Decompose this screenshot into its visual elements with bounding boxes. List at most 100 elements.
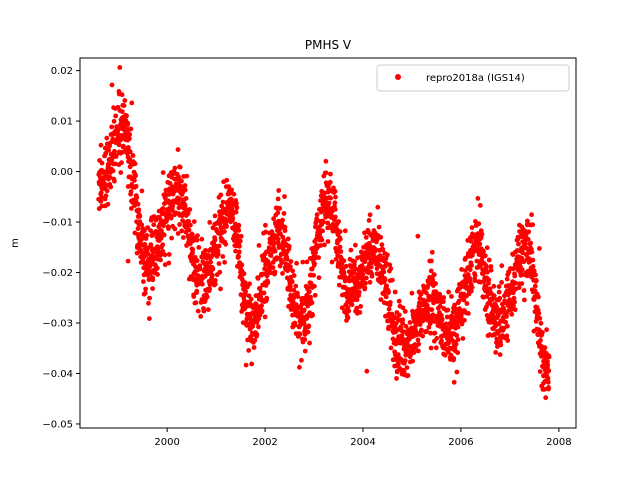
- data-point: [150, 286, 156, 291]
- data-point: [220, 254, 226, 259]
- data-point: [181, 235, 186, 240]
- data-point: [432, 330, 438, 336]
- data-point: [249, 361, 255, 367]
- data-point: [529, 249, 535, 255]
- y-tick-label: 0.01: [51, 117, 73, 128]
- data-point: [499, 263, 505, 269]
- data-point: [166, 226, 171, 231]
- data-point: [259, 308, 265, 314]
- data-point: [112, 161, 118, 167]
- data-point: [459, 267, 464, 272]
- data-point: [522, 297, 527, 303]
- y-tick-label: −0.02: [42, 268, 73, 279]
- data-point: [467, 267, 473, 273]
- y-tick-label: −0.05: [42, 419, 73, 430]
- x-axis: 2000 2002 2004 2006 2008: [154, 428, 572, 448]
- data-point: [322, 190, 327, 196]
- data-point: [520, 250, 525, 256]
- data-point: [477, 203, 483, 208]
- data-point: [468, 238, 474, 244]
- data-point: [103, 193, 109, 199]
- data-point: [423, 290, 429, 296]
- data-point: [365, 265, 371, 270]
- data-point: [147, 316, 152, 321]
- data-point: [505, 338, 511, 343]
- data-point: [424, 302, 430, 308]
- data-point: [536, 310, 542, 316]
- data-point: [467, 276, 473, 281]
- data-point: [222, 259, 228, 265]
- data-point: [472, 272, 478, 278]
- data-point: [452, 302, 457, 308]
- data-point: [271, 216, 276, 222]
- data-point: [312, 261, 317, 266]
- data-point: [175, 147, 181, 153]
- data-point: [115, 127, 121, 133]
- data-point: [302, 337, 308, 342]
- data-point: [230, 215, 236, 221]
- data-point: [282, 194, 287, 199]
- data-point: [142, 290, 148, 296]
- data-point: [100, 170, 106, 176]
- data-point: [209, 273, 215, 278]
- data-point: [234, 201, 239, 206]
- data-points: [96, 65, 552, 401]
- data-point: [546, 354, 552, 360]
- data-point: [216, 261, 222, 266]
- data-point: [349, 302, 355, 308]
- data-point: [430, 277, 436, 283]
- data-point: [218, 192, 224, 198]
- data-point: [105, 201, 111, 207]
- data-point: [158, 257, 163, 263]
- data-point: [168, 215, 174, 221]
- data-point: [466, 311, 471, 316]
- data-point: [237, 243, 242, 249]
- data-point: [280, 234, 286, 240]
- data-point: [546, 386, 551, 392]
- y-tick-label: 0.00: [51, 167, 73, 178]
- data-point: [282, 224, 288, 230]
- data-point: [411, 350, 417, 355]
- data-point: [107, 174, 113, 180]
- data-point: [252, 338, 258, 343]
- data-point: [282, 228, 288, 234]
- data-point: [294, 260, 299, 266]
- data-point: [161, 232, 167, 238]
- data-point: [486, 277, 492, 283]
- data-point: [358, 304, 363, 309]
- data-point: [106, 147, 112, 153]
- data-point: [475, 196, 481, 201]
- data-point: [121, 103, 127, 108]
- data-point: [182, 203, 188, 208]
- data-point: [402, 309, 408, 314]
- data-point: [236, 222, 242, 228]
- data-point: [256, 316, 262, 322]
- data-point: [546, 368, 552, 374]
- data-point: [187, 207, 193, 212]
- data-point: [400, 305, 406, 311]
- data-point: [334, 247, 340, 253]
- data-point: [129, 206, 134, 211]
- x-tick-label: 2000: [154, 437, 179, 448]
- data-point: [201, 308, 207, 314]
- data-point: [320, 228, 325, 234]
- data-point: [337, 244, 343, 250]
- data-point: [307, 289, 312, 295]
- data-point: [477, 241, 483, 247]
- data-point: [429, 249, 435, 255]
- data-point: [236, 254, 242, 259]
- data-point: [177, 222, 183, 227]
- data-point: [133, 183, 139, 189]
- data-point: [325, 239, 331, 244]
- data-point: [98, 190, 104, 196]
- data-point: [337, 229, 343, 235]
- data-point: [354, 297, 360, 303]
- data-point: [239, 262, 245, 268]
- data-point: [207, 286, 213, 292]
- data-point: [297, 364, 302, 370]
- data-point: [432, 272, 437, 278]
- data-point: [441, 299, 446, 305]
- data-point: [451, 356, 457, 361]
- data-point: [439, 316, 445, 322]
- data-point: [166, 192, 172, 197]
